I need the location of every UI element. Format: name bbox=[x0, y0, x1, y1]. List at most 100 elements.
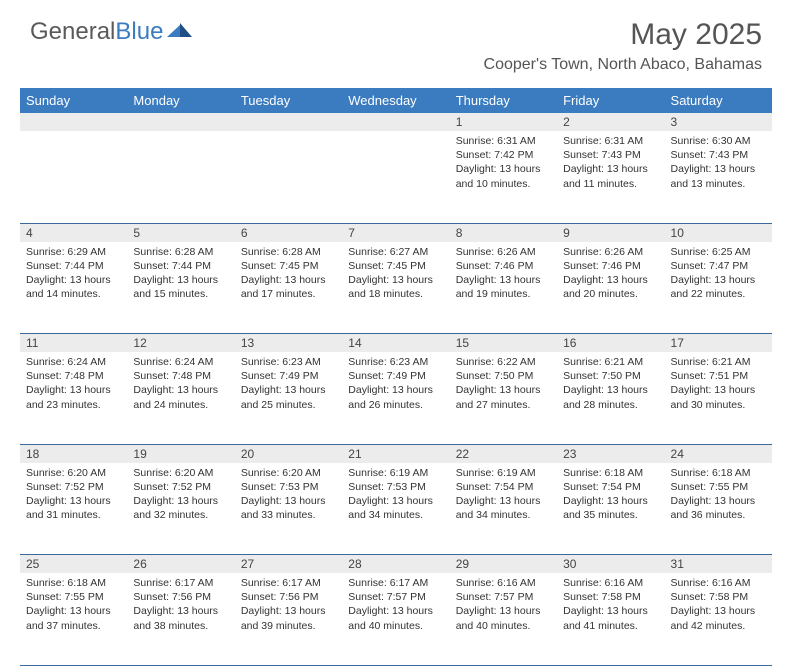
day-number-cell: 5 bbox=[127, 223, 234, 242]
day-header: Tuesday bbox=[235, 88, 342, 113]
sunset-text: Sunset: 7:52 PM bbox=[26, 480, 121, 494]
day-number-cell: 6 bbox=[235, 223, 342, 242]
sunset-text: Sunset: 7:58 PM bbox=[671, 590, 766, 604]
day-number-cell: 14 bbox=[342, 334, 449, 353]
daylight-text: Daylight: 13 hours and 30 minutes. bbox=[671, 383, 766, 411]
sunset-text: Sunset: 7:42 PM bbox=[456, 148, 551, 162]
sunrise-text: Sunrise: 6:20 AM bbox=[26, 466, 121, 480]
day-info-cell: Sunrise: 6:28 AMSunset: 7:45 PMDaylight:… bbox=[235, 242, 342, 334]
daylight-text: Daylight: 13 hours and 42 minutes. bbox=[671, 604, 766, 632]
sunrise-text: Sunrise: 6:18 AM bbox=[563, 466, 658, 480]
sunset-text: Sunset: 7:55 PM bbox=[26, 590, 121, 604]
sunrise-text: Sunrise: 6:26 AM bbox=[563, 245, 658, 259]
sunrise-text: Sunrise: 6:31 AM bbox=[456, 134, 551, 148]
day-number-cell bbox=[20, 113, 127, 131]
sunrise-text: Sunrise: 6:19 AM bbox=[456, 466, 551, 480]
daylight-text: Daylight: 13 hours and 34 minutes. bbox=[348, 494, 443, 522]
day-info-cell: Sunrise: 6:23 AMSunset: 7:49 PMDaylight:… bbox=[235, 352, 342, 444]
day-info-cell: Sunrise: 6:20 AMSunset: 7:52 PMDaylight:… bbox=[127, 463, 234, 555]
logo: GeneralBlue bbox=[30, 18, 193, 46]
daylight-text: Daylight: 13 hours and 11 minutes. bbox=[563, 162, 658, 190]
daylight-text: Daylight: 13 hours and 27 minutes. bbox=[456, 383, 551, 411]
sunrise-text: Sunrise: 6:25 AM bbox=[671, 245, 766, 259]
month-title: May 2025 bbox=[484, 18, 762, 52]
sunrise-text: Sunrise: 6:22 AM bbox=[456, 355, 551, 369]
day-info: Sunrise: 6:23 AMSunset: 7:49 PMDaylight:… bbox=[342, 352, 449, 416]
day-header: Monday bbox=[127, 88, 234, 113]
sunrise-text: Sunrise: 6:31 AM bbox=[563, 134, 658, 148]
day-number-cell: 29 bbox=[450, 555, 557, 574]
day-info-cell bbox=[20, 131, 127, 223]
day-info: Sunrise: 6:24 AMSunset: 7:48 PMDaylight:… bbox=[127, 352, 234, 416]
daylight-text: Daylight: 13 hours and 13 minutes. bbox=[671, 162, 766, 190]
day-info-cell: Sunrise: 6:24 AMSunset: 7:48 PMDaylight:… bbox=[20, 352, 127, 444]
day-number-cell: 19 bbox=[127, 444, 234, 463]
daylight-text: Daylight: 13 hours and 10 minutes. bbox=[456, 162, 551, 190]
day-number-cell: 25 bbox=[20, 555, 127, 574]
sunset-text: Sunset: 7:53 PM bbox=[241, 480, 336, 494]
daylight-text: Daylight: 13 hours and 19 minutes. bbox=[456, 273, 551, 301]
day-number-row: 123 bbox=[20, 113, 772, 131]
day-info-cell: Sunrise: 6:18 AMSunset: 7:54 PMDaylight:… bbox=[557, 463, 664, 555]
sunrise-text: Sunrise: 6:17 AM bbox=[133, 576, 228, 590]
daylight-text: Daylight: 13 hours and 24 minutes. bbox=[133, 383, 228, 411]
sunset-text: Sunset: 7:50 PM bbox=[456, 369, 551, 383]
daylight-text: Daylight: 13 hours and 39 minutes. bbox=[241, 604, 336, 632]
day-number-cell bbox=[342, 113, 449, 131]
sunset-text: Sunset: 7:57 PM bbox=[348, 590, 443, 604]
sunrise-text: Sunrise: 6:18 AM bbox=[26, 576, 121, 590]
day-info-cell: Sunrise: 6:28 AMSunset: 7:44 PMDaylight:… bbox=[127, 242, 234, 334]
daylight-text: Daylight: 13 hours and 38 minutes. bbox=[133, 604, 228, 632]
daylight-text: Daylight: 13 hours and 35 minutes. bbox=[563, 494, 658, 522]
day-info-cell: Sunrise: 6:23 AMSunset: 7:49 PMDaylight:… bbox=[342, 352, 449, 444]
day-info-cell: Sunrise: 6:19 AMSunset: 7:54 PMDaylight:… bbox=[450, 463, 557, 555]
day-info-cell: Sunrise: 6:18 AMSunset: 7:55 PMDaylight:… bbox=[20, 573, 127, 665]
day-number-cell: 13 bbox=[235, 334, 342, 353]
sunrise-text: Sunrise: 6:27 AM bbox=[348, 245, 443, 259]
sunrise-text: Sunrise: 6:18 AM bbox=[671, 466, 766, 480]
day-info-row: Sunrise: 6:24 AMSunset: 7:48 PMDaylight:… bbox=[20, 352, 772, 444]
day-number-cell: 1 bbox=[450, 113, 557, 131]
sunset-text: Sunset: 7:53 PM bbox=[348, 480, 443, 494]
sunset-text: Sunset: 7:54 PM bbox=[563, 480, 658, 494]
sunset-text: Sunset: 7:48 PM bbox=[133, 369, 228, 383]
sunset-text: Sunset: 7:54 PM bbox=[456, 480, 551, 494]
day-info: Sunrise: 6:19 AMSunset: 7:53 PMDaylight:… bbox=[342, 463, 449, 527]
day-info-cell: Sunrise: 6:30 AMSunset: 7:43 PMDaylight:… bbox=[665, 131, 772, 223]
day-info-cell: Sunrise: 6:17 AMSunset: 7:57 PMDaylight:… bbox=[342, 573, 449, 665]
day-info-cell: Sunrise: 6:17 AMSunset: 7:56 PMDaylight:… bbox=[127, 573, 234, 665]
sunrise-text: Sunrise: 6:30 AM bbox=[671, 134, 766, 148]
day-info: Sunrise: 6:30 AMSunset: 7:43 PMDaylight:… bbox=[665, 131, 772, 195]
sunset-text: Sunset: 7:44 PM bbox=[133, 259, 228, 273]
day-info-cell: Sunrise: 6:26 AMSunset: 7:46 PMDaylight:… bbox=[450, 242, 557, 334]
sunrise-text: Sunrise: 6:24 AM bbox=[26, 355, 121, 369]
day-info-cell: Sunrise: 6:31 AMSunset: 7:43 PMDaylight:… bbox=[557, 131, 664, 223]
day-info: Sunrise: 6:22 AMSunset: 7:50 PMDaylight:… bbox=[450, 352, 557, 416]
day-header: Wednesday bbox=[342, 88, 449, 113]
day-info-cell: Sunrise: 6:20 AMSunset: 7:52 PMDaylight:… bbox=[20, 463, 127, 555]
sunset-text: Sunset: 7:52 PM bbox=[133, 480, 228, 494]
daylight-text: Daylight: 13 hours and 40 minutes. bbox=[348, 604, 443, 632]
day-info: Sunrise: 6:17 AMSunset: 7:56 PMDaylight:… bbox=[235, 573, 342, 637]
logo-mark-icon bbox=[167, 18, 193, 46]
day-info: Sunrise: 6:27 AMSunset: 7:45 PMDaylight:… bbox=[342, 242, 449, 306]
day-info-cell: Sunrise: 6:18 AMSunset: 7:55 PMDaylight:… bbox=[665, 463, 772, 555]
day-info: Sunrise: 6:16 AMSunset: 7:58 PMDaylight:… bbox=[665, 573, 772, 637]
day-info: Sunrise: 6:20 AMSunset: 7:53 PMDaylight:… bbox=[235, 463, 342, 527]
day-number-cell: 4 bbox=[20, 223, 127, 242]
sunrise-text: Sunrise: 6:24 AM bbox=[133, 355, 228, 369]
day-info-cell bbox=[342, 131, 449, 223]
sunset-text: Sunset: 7:47 PM bbox=[671, 259, 766, 273]
day-header: Sunday bbox=[20, 88, 127, 113]
sunrise-text: Sunrise: 6:23 AM bbox=[348, 355, 443, 369]
sunset-text: Sunset: 7:45 PM bbox=[348, 259, 443, 273]
daylight-text: Daylight: 13 hours and 31 minutes. bbox=[26, 494, 121, 522]
day-number-cell: 15 bbox=[450, 334, 557, 353]
daylight-text: Daylight: 13 hours and 32 minutes. bbox=[133, 494, 228, 522]
day-number-cell: 3 bbox=[665, 113, 772, 131]
day-info: Sunrise: 6:18 AMSunset: 7:55 PMDaylight:… bbox=[665, 463, 772, 527]
sunrise-text: Sunrise: 6:21 AM bbox=[563, 355, 658, 369]
sunrise-text: Sunrise: 6:19 AM bbox=[348, 466, 443, 480]
day-info: Sunrise: 6:31 AMSunset: 7:42 PMDaylight:… bbox=[450, 131, 557, 195]
daylight-text: Daylight: 13 hours and 41 minutes. bbox=[563, 604, 658, 632]
